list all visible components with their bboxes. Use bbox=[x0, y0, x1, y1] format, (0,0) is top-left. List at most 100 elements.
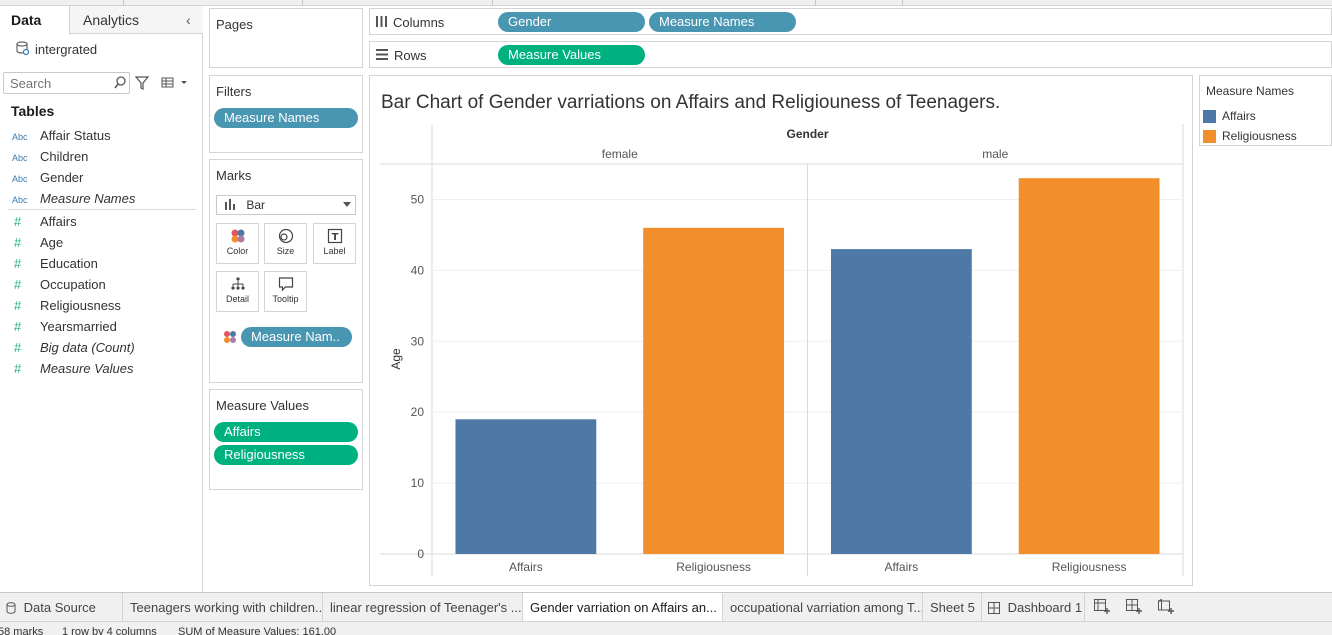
marks-card: Marks Bar Color Size T Label Detail bbox=[209, 159, 363, 383]
marks-title: Marks bbox=[216, 168, 252, 183]
marks-label-button[interactable]: T Label bbox=[313, 223, 356, 264]
tab-sheet[interactable]: Sheet 5 bbox=[923, 593, 982, 622]
field-item[interactable]: # Religiousness bbox=[12, 298, 121, 316]
tab-analytics[interactable]: Analytics bbox=[70, 6, 203, 34]
field-label: Yearsmarried bbox=[40, 319, 117, 334]
detail-icon bbox=[217, 272, 258, 294]
search-icon[interactable] bbox=[114, 76, 126, 92]
search-box[interactable] bbox=[3, 72, 130, 94]
field-label: Gender bbox=[40, 170, 84, 185]
chevron-down-icon bbox=[343, 202, 351, 207]
rows-shelf[interactable]: Rows Measure Values bbox=[369, 41, 1332, 68]
measure-hash-icon: # bbox=[14, 340, 22, 355]
svg-text:T: T bbox=[331, 232, 338, 243]
status-sum: SUM of Measure Values: 161.00 bbox=[178, 626, 337, 635]
field-item[interactable]: # Big data (Count) bbox=[12, 340, 135, 358]
filter-pill-measure-names[interactable]: Measure Names bbox=[214, 108, 358, 128]
tab-sheet[interactable]: occupational varriation among T... bbox=[723, 593, 923, 622]
dimension-string-icon: Abc bbox=[12, 174, 28, 184]
y-tick-label: 50 bbox=[411, 192, 425, 206]
measure-values-card: Measure Values Affairs Religiousness bbox=[209, 389, 363, 490]
tab-sheet[interactable]: Teenagers working with children... bbox=[123, 593, 323, 622]
pages-card[interactable]: Pages bbox=[209, 8, 363, 68]
field-label: Age bbox=[40, 235, 64, 250]
field-item[interactable]: Abc Affair Status bbox=[12, 128, 111, 146]
marks-color-pill[interactable]: Measure Nam.. bbox=[241, 327, 352, 347]
new-dashboard-icon[interactable] bbox=[1126, 599, 1142, 618]
collapse-pane-icon[interactable]: ‹ bbox=[186, 12, 191, 28]
measure-values-pill-religiousness[interactable]: Religiousness bbox=[214, 445, 358, 465]
bar-male-affairs bbox=[830, 249, 972, 554]
measure-hash-icon: # bbox=[14, 298, 22, 313]
search-input[interactable] bbox=[10, 76, 110, 91]
rows-pill-measure-values[interactable]: Measure Values bbox=[498, 45, 645, 65]
group-header-male: male bbox=[982, 147, 1008, 161]
chart-title: Bar Chart of Gender varriations on Affai… bbox=[381, 92, 1001, 113]
tables-heading: Tables bbox=[11, 103, 55, 119]
columns-shelf[interactable]: Columns Gender Measure Names bbox=[369, 8, 1332, 35]
view-options-icon[interactable] bbox=[161, 76, 191, 93]
tab-sheet-active[interactable]: Gender varriation on Affairs an... bbox=[523, 593, 723, 622]
rows-icon bbox=[376, 48, 388, 63]
measure-values-title: Measure Values bbox=[216, 398, 309, 413]
field-item[interactable]: # Occupation bbox=[12, 277, 106, 295]
rows-label: Rows bbox=[394, 48, 427, 63]
x-tick-label: Religiousness bbox=[1052, 560, 1127, 574]
data-pane: Data Analytics ‹ intergrated Tables AbcA… bbox=[0, 6, 203, 592]
marks-size-button[interactable]: Size bbox=[264, 223, 307, 264]
tab-data[interactable]: Data bbox=[0, 6, 70, 34]
bar-chart-icon bbox=[225, 197, 237, 215]
mark-type-dropdown[interactable]: Bar bbox=[216, 195, 356, 215]
color-palette-icon bbox=[223, 330, 237, 347]
field-item[interactable]: # Age bbox=[12, 235, 63, 253]
columns-pill-measure-names[interactable]: Measure Names bbox=[649, 12, 796, 32]
measure-values-pill-affairs[interactable]: Affairs bbox=[214, 422, 358, 442]
marks-tooltip-button[interactable]: Tooltip bbox=[264, 271, 307, 312]
viz-area: Gender 0 10 20 30 40 50 Age female Affairs Religio… bbox=[369, 75, 1193, 586]
y-tick-label: 0 bbox=[417, 547, 424, 561]
tab-label: Dashboard 1 bbox=[1007, 600, 1083, 615]
columns-label: Columns bbox=[393, 15, 445, 30]
columns-icon bbox=[376, 15, 387, 30]
tab-dashboard[interactable]: Dashboard 1 bbox=[982, 593, 1085, 622]
datasource-name: intergrated bbox=[35, 42, 98, 57]
y-axis-label: Age bbox=[389, 348, 403, 370]
marks-size-label: Size bbox=[276, 246, 295, 256]
columns-pill-gender[interactable]: Gender bbox=[498, 12, 645, 32]
filters-card[interactable]: Filters Measure Names bbox=[209, 75, 363, 153]
field-item[interactable]: Abc Children bbox=[12, 149, 88, 167]
status-marks: 58 marks bbox=[0, 626, 44, 635]
field-item[interactable]: Abc Gender bbox=[12, 170, 83, 188]
field-item[interactable]: # Education bbox=[12, 256, 98, 274]
legend-item-religiousness[interactable]: Religiousness bbox=[1203, 128, 1297, 144]
new-story-icon[interactable] bbox=[1158, 598, 1174, 618]
legend-title: Measure Names bbox=[1206, 84, 1295, 98]
filters-title: Filters bbox=[216, 84, 252, 99]
measure-hash-icon: # bbox=[14, 214, 22, 229]
marks-detail-button[interactable]: Detail bbox=[216, 271, 259, 312]
legend-swatch-religiousness bbox=[1203, 129, 1216, 143]
field-item[interactable]: # Yearsmarried bbox=[12, 319, 117, 337]
datasource-icon bbox=[16, 41, 30, 58]
new-worksheet-icon[interactable] bbox=[1094, 599, 1110, 618]
toolbar-separator bbox=[302, 0, 303, 6]
filter-icon[interactable] bbox=[134, 76, 150, 93]
marks-color-button[interactable]: Color bbox=[216, 223, 259, 264]
color-legend: Measure Names Affairs Religiousness bbox=[1199, 75, 1332, 146]
mark-type-label: Bar bbox=[246, 198, 266, 212]
field-item[interactable]: # Measure Values bbox=[12, 361, 133, 379]
marks-tooltip-label: Tooltip bbox=[272, 294, 299, 304]
field-item[interactable]: # Affairs bbox=[12, 214, 77, 232]
toolbar-separator bbox=[902, 0, 903, 6]
x-tick-label: Religiousness bbox=[676, 560, 751, 574]
bar-chart: Gender 0 10 20 30 40 50 Age female Affairs Religio… bbox=[380, 124, 1184, 576]
tab-data-source[interactable]: Data Source bbox=[0, 593, 123, 622]
tab-sheet[interactable]: linear regression of Teenager's ... bbox=[323, 593, 523, 622]
legend-item-affairs[interactable]: Affairs bbox=[1203, 108, 1256, 124]
datasource-item[interactable]: intergrated bbox=[16, 41, 97, 58]
field-label: Measure Values bbox=[40, 361, 134, 376]
column-header-gender: Gender bbox=[786, 127, 828, 141]
top-toolbar-edge bbox=[0, 0, 1332, 6]
field-item[interactable]: Abc Measure Names bbox=[12, 191, 135, 209]
group-header-female: female bbox=[602, 147, 638, 161]
